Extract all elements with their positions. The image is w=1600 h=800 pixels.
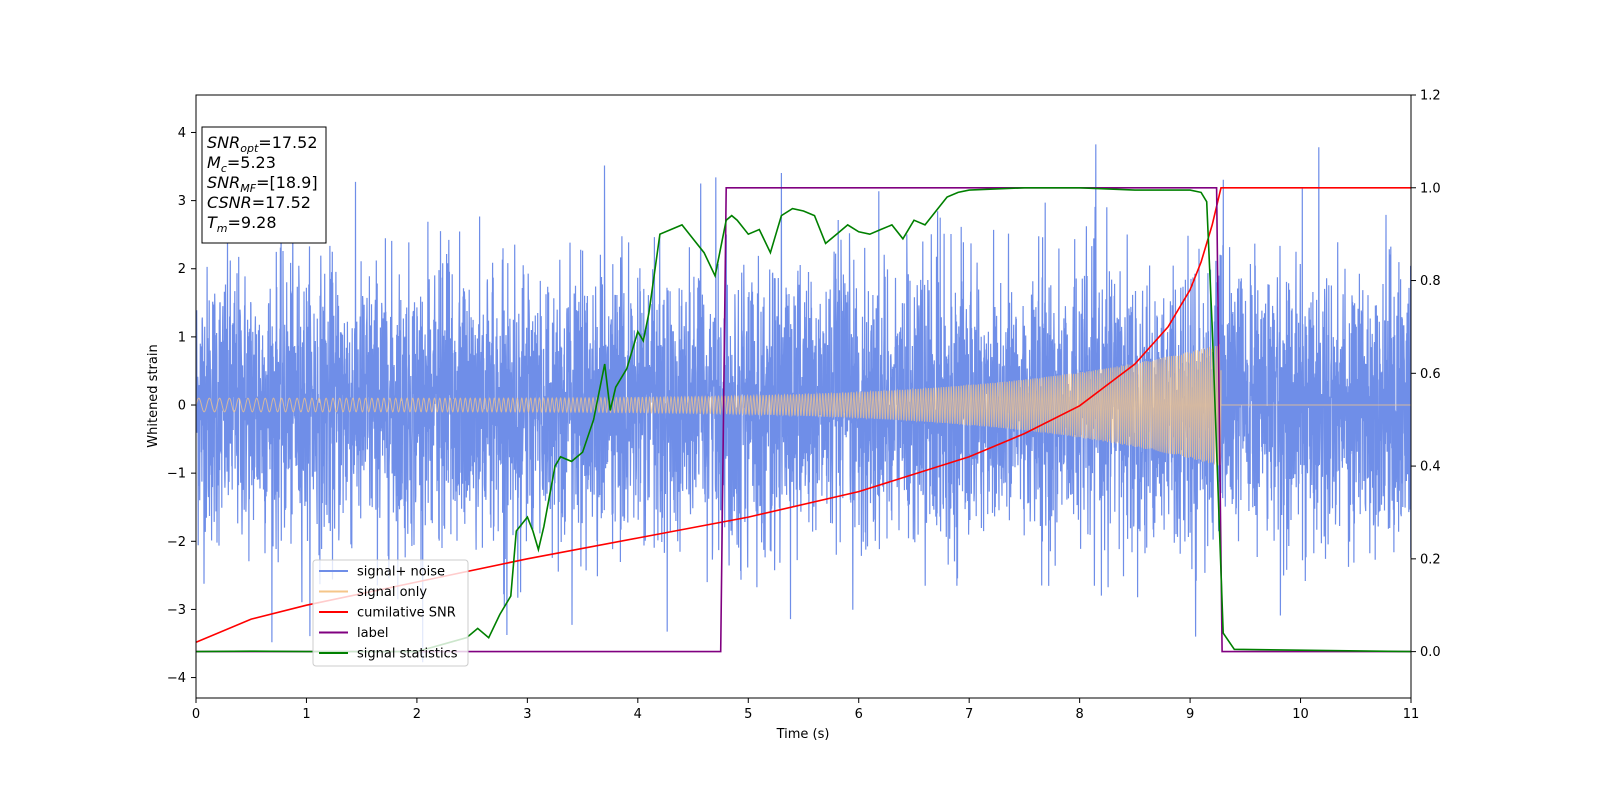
x-tick-label: 1 — [302, 707, 310, 722]
x-tick-label: 7 — [965, 707, 973, 722]
y-right-tick-label: 0.0 — [1420, 645, 1441, 660]
x-tick-label: 5 — [744, 707, 752, 722]
x-tick-label: 10 — [1292, 707, 1309, 722]
y-left-tick-label: 1 — [178, 330, 186, 345]
legend-frame — [312, 559, 469, 667]
y-right-tick-label: 1.2 — [1420, 89, 1441, 104]
series-signal-only — [196, 344, 1411, 466]
x-tick-label: 6 — [855, 707, 863, 722]
y-left-tick-label: 4 — [178, 126, 186, 141]
y-right-tick-label: 0.6 — [1420, 367, 1441, 382]
series-signal-statistics — [196, 187, 1411, 653]
annotation-line: CSNR=17.52 — [207, 193, 311, 212]
legend-entry-label: signal+ noise — [357, 565, 445, 580]
legend-entry-label: cumilative SNR — [357, 606, 456, 621]
annotation-line: SNRopt=17.52 — [207, 133, 318, 155]
x-axis-label: Time (s) — [776, 727, 830, 742]
annotation-line: Tm=9.28 — [207, 213, 277, 235]
legend-entry-label: signal only — [357, 585, 427, 600]
annotation-line: SNRMF=[18.9] — [207, 173, 318, 195]
axis-ticks: 0 1 2 3 4 5 6 7 8 9 10 11 −4 −3 −2 −1 0 1 2 3 4 0.0 0.2 0.4 0.6 0… — [167, 89, 1441, 723]
legend: signal+ noise signal only cumilative SNR la… — [312, 559, 469, 667]
y-left-tick-label: 2 — [178, 262, 186, 277]
y-left-tick-label: −1 — [167, 467, 186, 482]
y-left-tick-label: 3 — [178, 194, 186, 209]
x-tick-label: 11 — [1403, 707, 1420, 722]
y-right-tick-label: 0.8 — [1420, 274, 1441, 289]
legend-entry-label: signal statistics — [357, 647, 458, 662]
x-tick-label: 0 — [192, 707, 200, 722]
annotation-line: Mc=5.23 — [207, 153, 276, 175]
y-right-tick-label: 0.4 — [1420, 460, 1441, 475]
x-tick-label: 3 — [523, 707, 531, 722]
y-right-tick-label: 0.2 — [1420, 552, 1441, 567]
x-tick-label: 2 — [413, 707, 421, 722]
series-label — [196, 187, 1411, 653]
y-left-tick-label: 0 — [178, 399, 186, 414]
x-tick-label: 4 — [634, 707, 642, 722]
legend-entry-label: label — [357, 626, 388, 641]
y-right-tick-label: 1.0 — [1420, 181, 1441, 196]
parameter-annotation-box: SNRopt=17.52Mc=5.23SNRMF=[18.9]CSNR=17.5… — [201, 126, 327, 244]
y-left-tick-label: −3 — [167, 603, 186, 618]
x-tick-label: 9 — [1186, 707, 1194, 722]
y-left-tick-label: −2 — [167, 535, 186, 550]
annotation-frame — [201, 126, 327, 244]
plot-frame — [195, 94, 1412, 699]
y-left-tick-label: −4 — [167, 671, 186, 686]
x-tick-label: 8 — [1075, 707, 1083, 722]
y-axis-label: Whitened strain — [146, 344, 161, 447]
